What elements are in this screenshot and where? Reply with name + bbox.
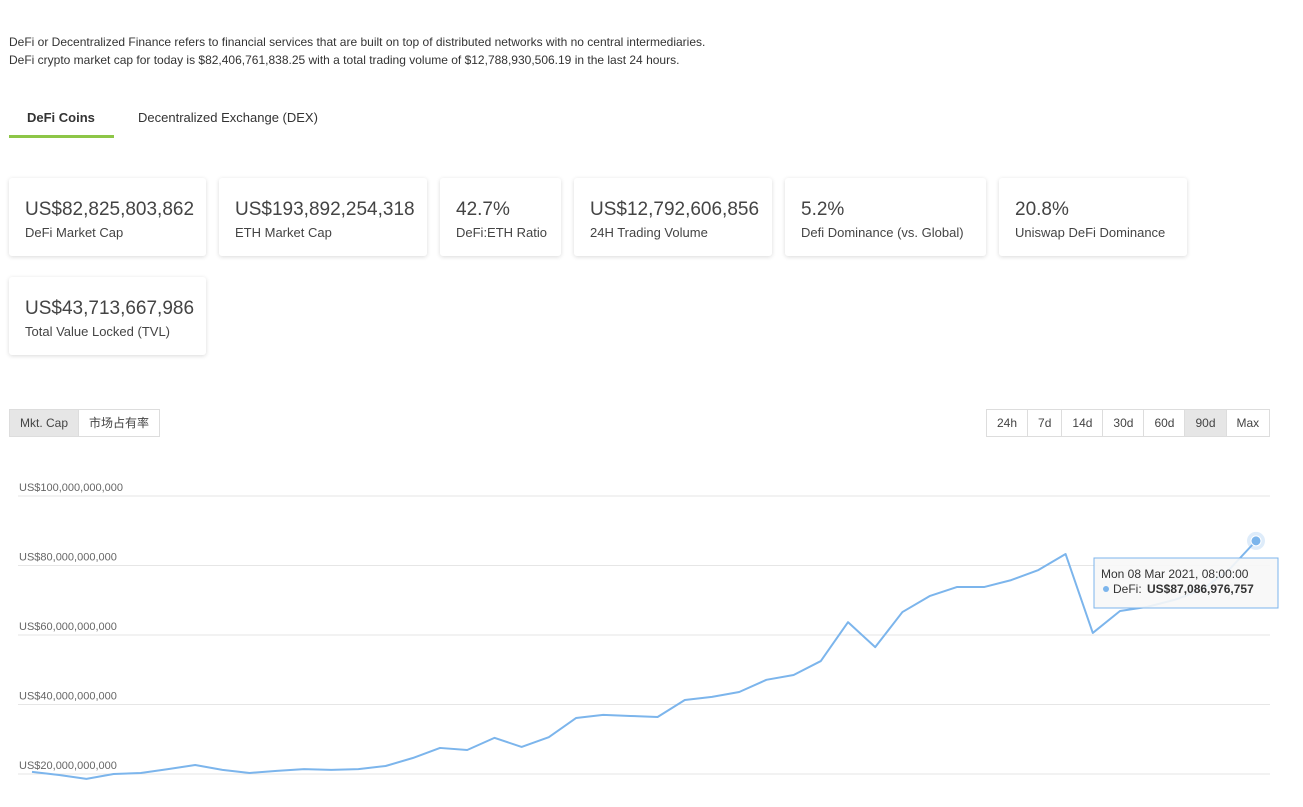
data-line (31, 540, 1257, 780)
stat-card: US$12,792,606,856 24H Trading Volume (574, 178, 772, 256)
y-tick-label: US$40,000,000,000 (19, 691, 117, 703)
range-button[interactable]: 30d (1103, 410, 1145, 436)
stat-card: US$82,825,803,862 DeFi Market Cap (9, 178, 206, 256)
stat-card: US$43,713,667,986 Total Value Locked (TVL… (9, 277, 206, 355)
tooltip-dot (1103, 586, 1109, 592)
stat-value: 20.8% (1015, 199, 1069, 220)
stat-value: 5.2% (801, 199, 845, 220)
y-tick-label: US$100,000,000,000 (19, 482, 123, 494)
description-line: DeFi crypto market cap for today is $82,… (9, 53, 680, 67)
chart: US$20,000,000,000 US$40,000,000,000 US$60,… (18, 482, 1279, 780)
tooltip-box (1093, 557, 1279, 609)
stat-label: Defi Dominance (vs. Global) (801, 225, 964, 240)
description-line: DeFi or Decentralized Finance refers to … (9, 35, 706, 49)
tab[interactable]: DeFi Coins (27, 110, 95, 125)
chart-toggle: Mkt. Cap 市场占有率 (9, 409, 161, 437)
stat-label: ETH Market Cap (235, 225, 332, 240)
range-button[interactable]: 14d (1062, 410, 1104, 436)
range-button[interactable]: 60d (1144, 410, 1186, 436)
stat-card: 5.2% Defi Dominance (vs. Global) (785, 178, 986, 256)
tooltip-value: US$87,086,976,757 (1147, 582, 1254, 596)
tab-underline (9, 135, 114, 138)
stat-label: Total Value Locked (TVL) (25, 324, 170, 339)
range-button[interactable]: 7d (1028, 410, 1063, 436)
toggle-button[interactable]: 市场占有率 (89, 416, 150, 430)
stat-card: 42.7% DeFi:ETH Ratio (440, 178, 561, 256)
stat-label: DeFi:ETH Ratio (456, 225, 548, 240)
tooltip-series: DeFi: (1113, 582, 1142, 596)
stat-value: 42.7% (456, 199, 510, 220)
range-button[interactable]: 90d (1185, 410, 1227, 436)
range-buttons: 24h 7d 14d 30d 60d 90d Max (986, 409, 1271, 437)
y-tick-label: US$80,000,000,000 (19, 552, 117, 564)
stat-value: US$12,792,606,856 (590, 199, 760, 220)
stat-label: 24H Trading Volume (590, 225, 708, 240)
stat-value: US$82,825,803,862 (25, 199, 195, 220)
toggle-button[interactable]: Mkt. Cap (10, 410, 80, 436)
stat-label: DeFi Market Cap (25, 225, 124, 240)
hover-point (1250, 535, 1262, 547)
y-tick-label: US$20,000,000,000 (19, 760, 117, 772)
stat-value: US$43,713,667,986 (25, 298, 195, 319)
stat-label: Uniswap DeFi Dominance (1015, 225, 1166, 240)
y-tick-label: US$60,000,000,000 (19, 621, 117, 633)
range-button[interactable]: 24h (987, 410, 1029, 436)
stat-value: US$193,892,254,318 (235, 199, 415, 220)
stat-card: US$193,892,254,318 ETH Market Cap (219, 178, 427, 256)
stat-card: 20.8% Uniswap DeFi Dominance (999, 178, 1187, 256)
tab[interactable]: Decentralized Exchange (DEX) (138, 110, 318, 125)
tooltip-date: Mon 08 Mar 2021, 08:00:00 (1101, 567, 1249, 581)
range-button[interactable]: Max (1236, 416, 1260, 430)
